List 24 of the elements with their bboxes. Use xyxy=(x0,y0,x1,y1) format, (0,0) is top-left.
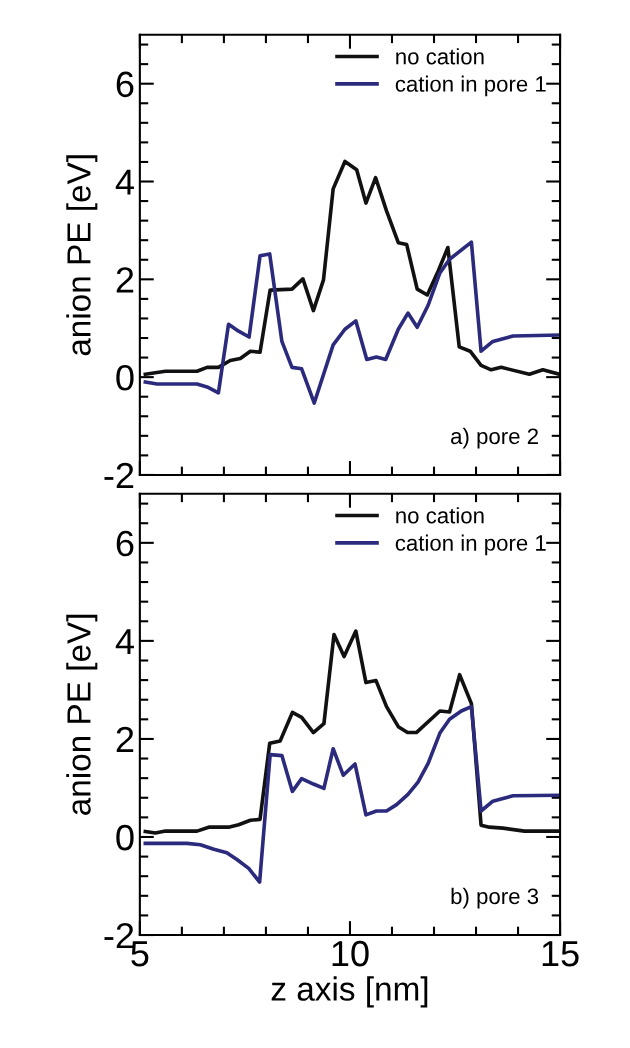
y-tick-label: 4 xyxy=(115,169,134,195)
legend-label: no cation xyxy=(396,507,484,524)
annotation: a) pore 2 xyxy=(451,427,538,449)
x-axis-title: z axis [nm] xyxy=(271,976,428,1008)
x-tick-label: 15 xyxy=(542,941,579,967)
annotation: b) pore 3 xyxy=(451,887,539,909)
x-tick-label: 10 xyxy=(332,940,369,967)
y-tick-label: 4 xyxy=(115,629,134,654)
y-tick-label: 2 xyxy=(116,726,134,753)
y-tick-label: 6 xyxy=(116,71,134,98)
y-axis-title: anion PE [eV] xyxy=(66,155,98,356)
x-tick-label: 5 xyxy=(131,941,149,967)
line-series xyxy=(143,159,561,377)
y-tick-label: 2 xyxy=(116,267,134,293)
y-tick-label: -2 xyxy=(104,462,134,489)
line-series xyxy=(143,240,561,405)
y-axis-title: anion PE [eV] xyxy=(66,614,98,815)
y-tick-label: 0 xyxy=(116,824,134,851)
y-tick-label: 6 xyxy=(116,530,134,557)
legend-label: cation in pore 1 xyxy=(395,75,546,97)
y-tick-label: 0 xyxy=(116,365,134,391)
legend-label: cation in pore 1 xyxy=(395,534,546,556)
legend-label: no cation xyxy=(396,48,484,65)
line-series xyxy=(143,704,561,884)
